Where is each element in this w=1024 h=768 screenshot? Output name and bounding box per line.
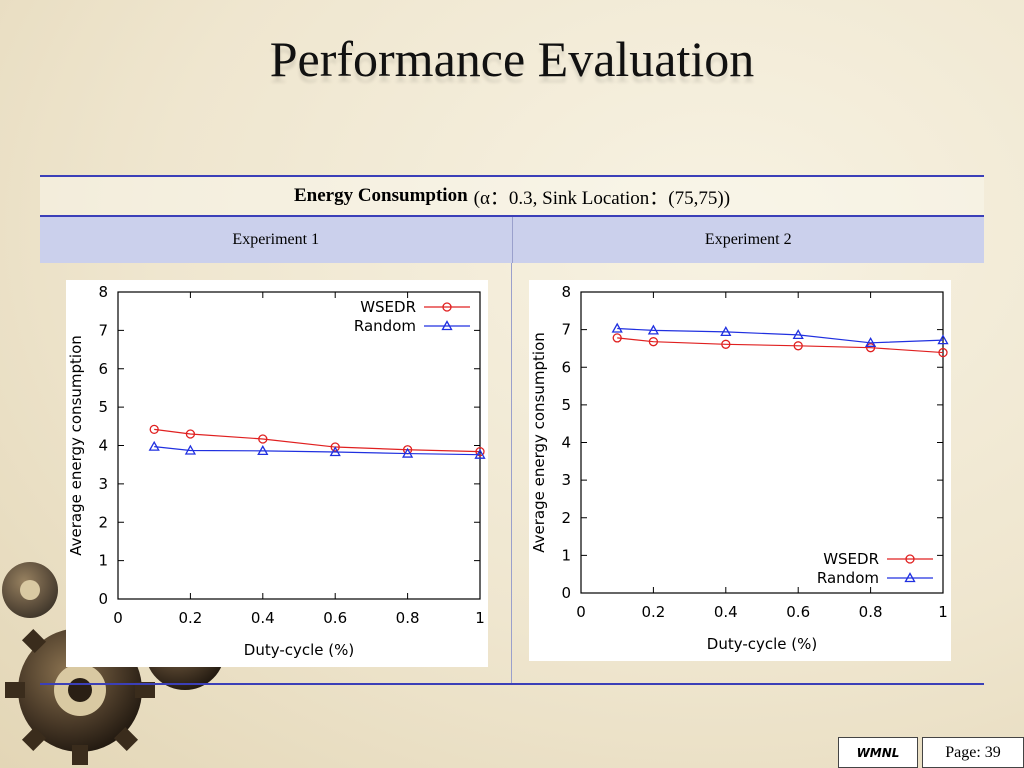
data-point	[938, 347, 948, 358]
column-divider	[511, 263, 512, 683]
data-point	[330, 442, 340, 452]
y-tick-label: 5	[98, 398, 108, 416]
y-tick-label: 1	[561, 546, 571, 564]
legend-marker	[904, 572, 916, 583]
series-line-random	[617, 327, 944, 344]
y-tick-label: 0	[98, 590, 108, 608]
column-header-experiment-1: Experiment 1	[232, 231, 320, 248]
x-tick-label: 1	[938, 603, 948, 621]
lab-badge: WMNL	[838, 737, 918, 768]
data-point	[329, 446, 341, 457]
data-point	[792, 329, 804, 340]
x-tick-label: 0.6	[786, 603, 810, 621]
results-table: Energy Consumption (α：0.3, Sink Location…	[40, 175, 984, 685]
x-tick-label: 0.8	[396, 609, 420, 627]
table-caption: Energy Consumption (α：0.3, Sink Location…	[40, 177, 984, 215]
y-tick-label: 7	[98, 321, 108, 339]
plot-frame	[117, 291, 481, 600]
y-tick-label: 4	[561, 434, 571, 452]
page-title: Performance Evaluation	[269, 31, 755, 87]
data-point	[647, 324, 660, 335]
x-tick-label: 1	[475, 609, 485, 627]
data-point	[864, 336, 877, 347]
y-tick-label: 1	[98, 552, 108, 570]
series-wsedr	[612, 333, 948, 358]
footer: WMNL Page: 39	[838, 737, 1024, 768]
legend-label: WSEDR	[823, 550, 879, 568]
series-random	[611, 322, 949, 347]
data-point	[648, 337, 659, 347]
data-point	[793, 341, 803, 351]
data-point	[148, 440, 160, 451]
legend-marker	[442, 302, 452, 312]
y-axis-label: Average energy consumption	[67, 335, 85, 556]
data-point	[721, 339, 731, 349]
gear-icon	[2, 562, 58, 618]
y-tick-label: 3	[561, 471, 571, 489]
y-tick-label: 8	[98, 283, 108, 301]
data-point	[257, 445, 269, 456]
data-point	[474, 448, 486, 459]
legend-label: WSEDR	[360, 298, 416, 316]
table-bottom-rule	[40, 683, 984, 685]
data-point	[258, 434, 268, 444]
series-wsedr	[149, 424, 485, 457]
x-axis-label: Duty-cycle (%)	[707, 635, 817, 653]
chart-svg: 0 1 2 3 4 5 6 7 8 0 0.2 0.4 0.6 0.8 1 Duty-cycle (%) Ave…	[530, 283, 949, 653]
caption-params: (α：0.3, Sink Location：(75,75))	[473, 187, 731, 209]
x-tick-label: 0.4	[251, 609, 275, 627]
y-tick-label: 5	[561, 396, 571, 414]
data-point	[149, 424, 159, 435]
series-line-wsedr	[617, 337, 944, 354]
y-tick-label: 6	[561, 358, 571, 376]
data-point	[937, 334, 949, 345]
series-line-wsedr	[154, 428, 481, 453]
data-point	[401, 447, 414, 458]
chart-svg: 0 1 2 3 4 5 6 7 8 0 0.2 0.4 0.6 0.8 1 Duty-cycle (%) Ave…	[67, 283, 486, 659]
series-random	[148, 440, 486, 459]
chart-experiment-2: 0 1 2 3 4 5 6 7 8 0 0.2 0.4 0.6 0.8 1 Duty-cycle (%) Ave…	[529, 280, 951, 661]
data-point	[611, 322, 623, 333]
x-tick-label: 0.6	[323, 609, 347, 627]
y-tick-label: 8	[561, 283, 571, 301]
legend-label: Random	[817, 569, 879, 587]
y-tick-label: 7	[561, 321, 571, 339]
data-point	[720, 326, 732, 337]
x-tick-label: 0.2	[178, 609, 202, 627]
data-point	[865, 343, 876, 353]
y-tick-label: 6	[98, 360, 108, 378]
caption-bold: Energy Consumption	[293, 185, 468, 206]
x-axis-label: Duty-cycle (%)	[244, 641, 354, 659]
legend-label: Random	[354, 317, 416, 335]
x-tick-label: 0.2	[641, 603, 665, 621]
series-line-random	[154, 446, 481, 456]
y-axis-label: Average energy consumption	[530, 332, 548, 553]
data-point	[475, 446, 485, 457]
y-tick-label: 0	[561, 584, 571, 602]
data-point	[184, 444, 197, 455]
y-tick-label: 4	[98, 437, 108, 455]
legend-marker	[441, 320, 453, 331]
y-tick-label: 2	[561, 509, 571, 527]
x-tick-label: 0	[113, 609, 123, 627]
plot-frame	[580, 291, 944, 594]
x-tick-label: 0.4	[714, 603, 738, 621]
page-number: Page: 39	[922, 737, 1024, 768]
column-header-experiment-2: Experiment 2	[511, 217, 985, 263]
chart-experiment-1: 0 1 2 3 4 5 6 7 8 0 0.2 0.4 0.6 0.8 1 Duty-cycle (%) Ave…	[66, 280, 488, 667]
table-header-rule	[40, 215, 984, 217]
data-point	[185, 429, 196, 439]
x-tick-label: 0	[576, 603, 586, 621]
y-tick-label: 2	[98, 513, 108, 531]
legend-marker	[905, 554, 915, 564]
table-top-rule	[40, 175, 984, 177]
x-tick-label: 0.8	[859, 603, 883, 621]
data-point	[612, 333, 622, 343]
y-tick-label: 3	[98, 475, 108, 493]
table-header-row: Experiment 1 Experiment 2	[40, 217, 984, 263]
